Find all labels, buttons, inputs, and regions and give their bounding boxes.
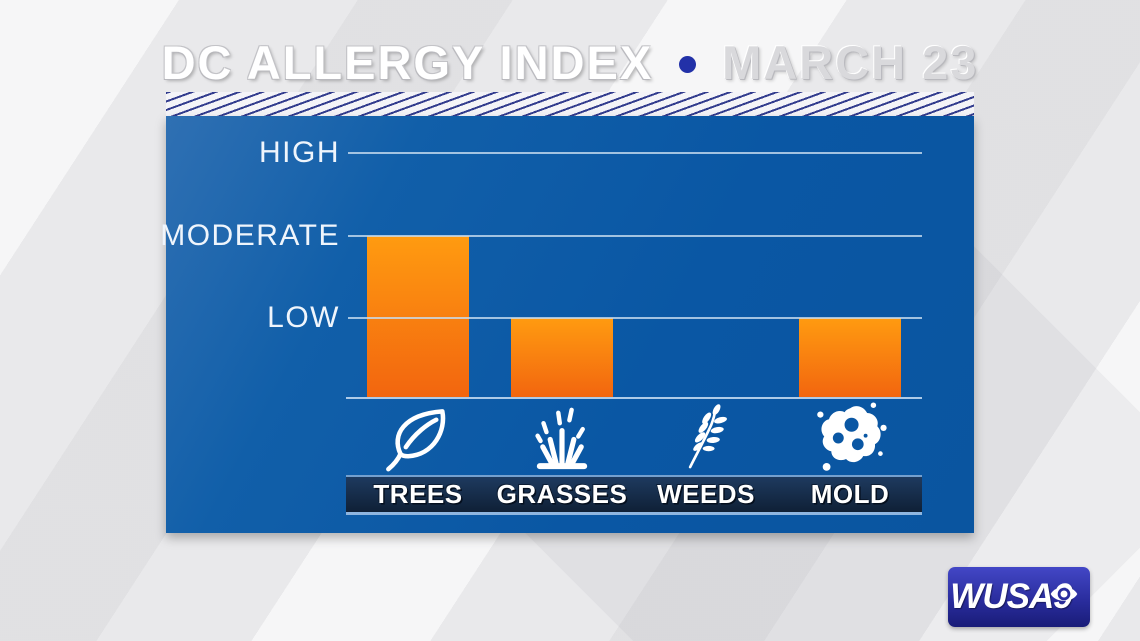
station-logo: WUSA9 (948, 567, 1090, 627)
title-separator-dot (679, 55, 697, 73)
station-logo-text: WUSA9 (950, 577, 1072, 616)
chart-panel: TREES GRASSES WEEDS MOLD HIGH MODERATE LOW (160, 116, 974, 533)
category-label: WEEDS (657, 479, 755, 509)
page-title: DC ALLERGY INDEX (161, 35, 654, 89)
hatch-stripe (166, 92, 974, 116)
title-date: MARCH 23 (722, 35, 979, 89)
plot-area (346, 116, 922, 399)
grass-icon (535, 407, 588, 470)
category-band: TREES GRASSES WEEDS MOLD (346, 475, 922, 515)
gridline-high (348, 152, 922, 154)
y-tick-label: MODERATE (160, 219, 340, 252)
gridline-moderate (348, 235, 922, 237)
y-tick-label: HIGH (259, 136, 340, 169)
category-label: GRASSES (496, 479, 628, 509)
y-tick-label: LOW (267, 301, 340, 334)
gridline-low (348, 317, 922, 319)
x-axis-baseline (346, 397, 922, 399)
category-icons-row (346, 402, 922, 474)
weed-sprig-icon (688, 404, 727, 469)
cbs-eye-icon (1050, 587, 1078, 601)
header: DC ALLERGY INDEX MARCH 23 (0, 32, 1140, 92)
bar-mold (799, 318, 901, 398)
category-label: TREES (373, 479, 463, 509)
leaf-icon (386, 409, 446, 472)
mold-spore-icon (817, 402, 887, 471)
category-label: MOLD (810, 479, 890, 509)
bar-grasses (511, 318, 613, 398)
